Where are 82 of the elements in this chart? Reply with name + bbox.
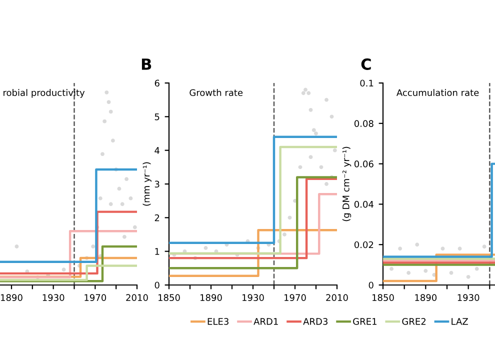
point	[308, 108, 313, 112]
point	[312, 128, 316, 132]
x-tick-label: 1970	[284, 294, 306, 302]
y-tick-label: 0.04	[354, 200, 374, 208]
point	[301, 91, 306, 96]
point	[390, 266, 394, 271]
point	[304, 88, 308, 92]
x-tick-label: 1930	[458, 294, 480, 302]
y-tick-label: 0.06	[354, 160, 374, 168]
point	[117, 186, 122, 191]
y-tick-label: 5	[154, 114, 160, 120]
point	[440, 246, 445, 251]
x-tick-label: 1890	[200, 294, 222, 302]
point	[449, 270, 454, 275]
chart-title: C	[361, 58, 371, 70]
y-tick-label: 0	[368, 282, 374, 289]
y-tick-label: 1	[155, 248, 160, 255]
point	[424, 268, 428, 273]
x-tick-label: 1930	[242, 294, 264, 302]
x-tick-label: 1850	[372, 294, 394, 302]
point	[298, 165, 302, 170]
point	[330, 114, 334, 119]
point	[108, 202, 113, 206]
point	[91, 244, 96, 248]
y-tick-label: 0.08	[354, 120, 374, 127]
point	[314, 132, 318, 136]
annotation: Accumulation rate	[396, 89, 479, 96]
point	[324, 98, 328, 102]
point	[132, 225, 137, 230]
point	[308, 155, 313, 160]
y-tick-label: 4	[154, 147, 160, 154]
x-tick-label: 1970	[84, 294, 106, 302]
annotation: Growth rate	[190, 89, 243, 96]
y-axis-title: (g DM cm⁻² yr⁻¹)	[342, 146, 352, 222]
point	[406, 270, 411, 275]
y-tick-label: 2	[154, 214, 160, 222]
point	[204, 246, 208, 250]
point	[62, 268, 66, 272]
point	[332, 148, 337, 152]
x-tick-label: 1850	[158, 294, 180, 302]
y-tick-label: 0.02	[354, 241, 374, 248]
point	[282, 232, 286, 236]
chart-title: B	[142, 58, 152, 70]
point	[415, 242, 420, 247]
legend-label: GRE1	[353, 318, 376, 325]
point	[398, 246, 402, 251]
point	[324, 182, 328, 186]
point	[124, 177, 129, 182]
point	[100, 152, 104, 156]
annotation: robial productivity	[4, 89, 85, 98]
x-tick-label: 1890	[415, 294, 437, 302]
point	[122, 234, 126, 239]
point	[110, 138, 115, 143]
legend-label: LAZ	[452, 318, 468, 325]
legend-label: ARD3	[303, 318, 328, 325]
y-axis-title: (mm yr⁻¹)	[142, 162, 152, 206]
point	[458, 246, 462, 251]
x-tick-label: 1890	[1, 294, 22, 302]
point	[108, 110, 113, 114]
point	[319, 165, 324, 170]
point	[474, 266, 479, 271]
point	[466, 274, 470, 279]
point	[288, 216, 292, 220]
legend-label: ELE3	[208, 318, 228, 325]
point	[482, 244, 486, 249]
x-tick-label: 2010	[326, 294, 348, 302]
point	[106, 100, 111, 104]
point	[120, 202, 124, 206]
point	[306, 91, 311, 96]
point	[128, 196, 133, 200]
point	[102, 119, 107, 124]
y-tick-label: 6	[154, 80, 160, 87]
point	[98, 196, 102, 200]
x-tick-label: 1930	[42, 294, 64, 302]
y-tick-label: 3	[154, 180, 160, 188]
point	[104, 90, 109, 94]
point	[14, 244, 19, 248]
y-tick-label: 0	[154, 282, 160, 289]
y-tick-label: 0.1	[360, 80, 374, 87]
x-tick-label: 2010	[126, 294, 148, 302]
legend-label: ARD1	[254, 318, 278, 325]
legend-label: GRE2	[402, 318, 426, 325]
